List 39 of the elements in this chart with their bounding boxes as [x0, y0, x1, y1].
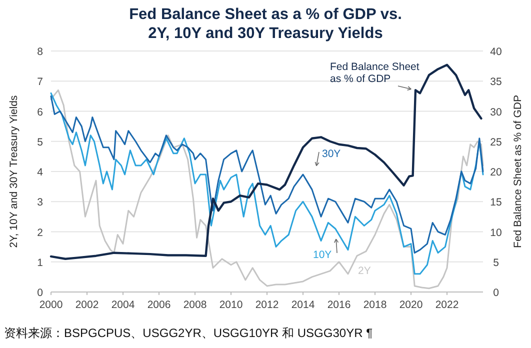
y-tick-label: 5: [37, 136, 44, 148]
y-tick-label: 0: [37, 287, 44, 299]
y2-tick-label: 10: [490, 226, 502, 239]
y-tick-label: 6: [37, 106, 44, 118]
y2-axis-title: Fed Balance Sheet as % of GDP: [512, 95, 524, 248]
x-tick-label: 2006: [147, 299, 171, 311]
series-label: 30Y: [322, 148, 341, 160]
y2-tick-label: 35: [490, 76, 502, 88]
series-label: 2Y: [358, 265, 371, 277]
y-tick-label: 2: [37, 226, 44, 239]
y-tick-label: 8: [37, 46, 44, 58]
x-tick-label: 2002: [75, 299, 99, 311]
y2-tick-label: 15: [490, 196, 502, 209]
text: 资料来源：BSPGCPUS、USGG2YR、USGG10YR 和 USGG30YR ¶: [4, 326, 373, 340]
series-label: 10Y: [313, 249, 332, 261]
chart-title: Fed Balance Sheet as a % of GDP vs. 2Y, 10Y and 30Y Treasury Yields: [129, 6, 402, 42]
line-series: [50, 64, 482, 260]
y2-tick-label: 25: [490, 136, 502, 148]
x-tick-label: 2018: [363, 299, 387, 311]
x-tick-label: 2020: [399, 299, 423, 311]
y2-tick-label: 40: [490, 46, 502, 58]
series-label: Fed Balance Sheet as % of GDP: [330, 61, 420, 85]
y-tick-label: 3: [37, 196, 44, 209]
x-tick-label: 2004: [111, 299, 135, 311]
y-tick-label: 7: [37, 76, 44, 88]
x-tick-label: 2000: [39, 299, 63, 311]
y-axis-title: 2Y, 10Y and 30Y Treasury Yields: [8, 95, 20, 248]
y2-tick-label: 20: [490, 166, 502, 178]
x-tick-label: 2008: [183, 299, 207, 311]
y-tick-label: 1: [37, 256, 44, 269]
x-tick-label: 2016: [327, 299, 351, 311]
x-tick-label: 2022: [435, 299, 459, 311]
x-tick-label: 2014: [291, 299, 315, 311]
x-tick-label: 2012: [255, 299, 279, 311]
y2-tick-label: 30: [490, 106, 502, 118]
y2-tick-label: 5: [493, 256, 500, 269]
y-tick-label: 4: [37, 166, 44, 178]
x-tick-label: 2010: [219, 299, 243, 311]
y2-tick-label: 0: [493, 287, 500, 299]
